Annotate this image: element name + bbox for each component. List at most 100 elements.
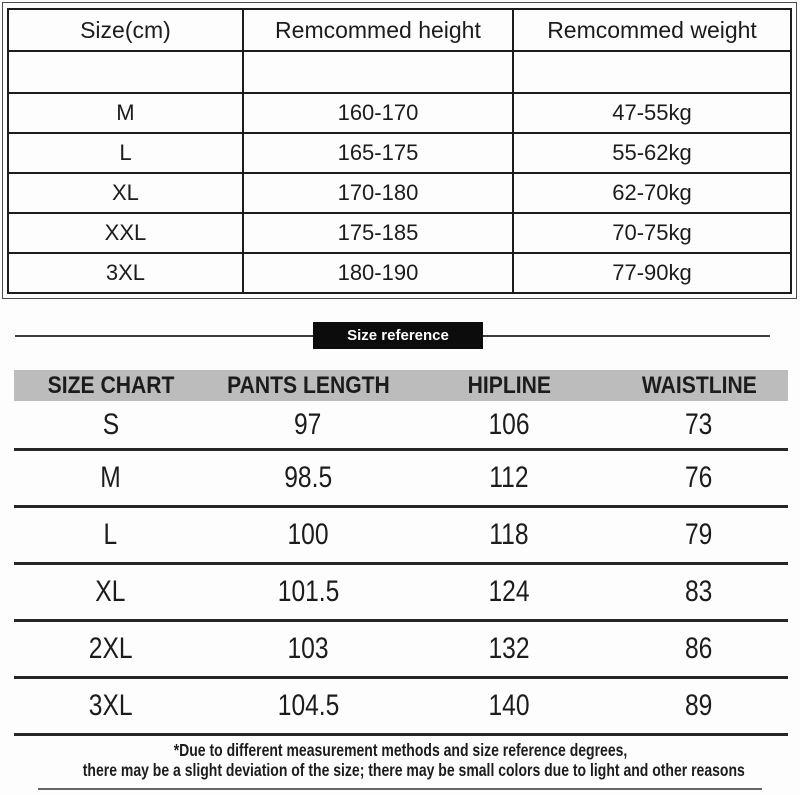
table-row: M 160-170 47-55kg [7, 92, 792, 134]
bottom-divider [38, 788, 762, 790]
disclaimer: *Due to different measurement methods an… [0, 741, 800, 790]
cell-value: 124 [488, 575, 530, 608]
cell-value: 140 [488, 689, 530, 722]
cell-value: 132 [488, 632, 530, 665]
size-value: S [14, 408, 208, 442]
table-row: XL 170-180 62-70kg [7, 172, 792, 214]
pants-length-value: 98.5 [208, 461, 409, 495]
weight-cell: 47-55kg [512, 92, 792, 134]
pants-length-value: 97 [208, 408, 409, 442]
waistline-value: 76 [610, 461, 788, 495]
size-cell: XXL [7, 212, 244, 254]
hipline-value: 112 [409, 461, 610, 495]
weight-cell: 55-62kg [512, 132, 792, 174]
size-value: L [14, 518, 208, 552]
height-cell: 180-190 [241, 252, 515, 294]
cell-value: 101.5 [277, 575, 339, 608]
hipline-value: 124 [409, 575, 610, 609]
disclaimer-line-2: there may be a slight deviation of the s… [0, 761, 800, 781]
table-row [7, 50, 792, 94]
table-row: S 97 106 73 [14, 401, 788, 451]
measurement-table: SIZE CHART PANTS LENGTH HIPLINE WAISTLIN… [14, 370, 788, 736]
cell-value: 106 [488, 407, 530, 441]
table-row: XL 101.5 124 83 [14, 565, 788, 622]
size-value: 3XL [14, 689, 208, 723]
waistline-value: 73 [610, 408, 788, 442]
pants-length-value: 101.5 [208, 575, 409, 609]
cell-value: 103 [287, 632, 329, 665]
cell-value: 89 [685, 689, 713, 722]
cell-value: 76 [685, 461, 713, 494]
cell-value: 97 [294, 407, 322, 441]
cell-value: 86 [685, 632, 713, 665]
column-header-label: SIZE CHART [47, 371, 175, 399]
cell-value: 112 [489, 461, 529, 494]
table-row: 3XL 180-190 77-90kg [7, 252, 792, 294]
cell-value: 118 [489, 518, 529, 551]
waistline-value: 89 [610, 689, 788, 723]
size-chart-column-header: SIZE CHART [14, 372, 208, 400]
cell-value: M [100, 461, 122, 494]
weight-cell: 70-75kg [512, 212, 792, 254]
height-cell [241, 50, 515, 94]
waistline-value: 79 [610, 518, 788, 552]
column-header-label: HIPLINE [467, 371, 552, 399]
cell-value: L [103, 518, 118, 551]
cell-value: 83 [685, 575, 713, 608]
size-value: XL [14, 575, 208, 609]
size-reference-badge: Size reference [313, 322, 483, 349]
hipline-value: 140 [409, 689, 610, 723]
table-row: M 98.5 112 76 [14, 451, 788, 508]
size-value: 2XL [14, 632, 208, 666]
weight-cell: 62-70kg [512, 172, 792, 214]
disclaimer-line-1: *Due to different measurement methods an… [0, 741, 800, 761]
cell-value: 100 [287, 518, 329, 551]
waistline-value: 83 [610, 575, 788, 609]
pants-length-value: 100 [208, 518, 409, 552]
hipline-value: 118 [409, 518, 610, 552]
weight-cell: 77-90kg [512, 252, 792, 294]
size-reference-label: Size reference [347, 327, 449, 344]
size-column-header: Size(cm) [7, 8, 244, 52]
pants-length-value: 104.5 [208, 689, 409, 723]
size-value: M [14, 461, 208, 495]
table-row: XXL 175-185 70-75kg [7, 212, 792, 254]
hipline-column-header: HIPLINE [409, 372, 610, 400]
size-cell: XL [7, 172, 244, 214]
cell-value: 73 [685, 407, 713, 441]
size-table: Size(cm) Remcommed height Remcommed weig… [7, 8, 792, 294]
measurement-header-row: SIZE CHART PANTS LENGTH HIPLINE WAISTLIN… [14, 370, 788, 401]
size-cell: L [7, 132, 244, 174]
table-row: 2XL 103 132 86 [14, 622, 788, 679]
weight-cell [512, 50, 792, 94]
disclaimer-text: *Due to different measurement methods an… [173, 740, 627, 760]
column-header-label: WAISTLINE [641, 371, 757, 399]
hipline-value: 132 [409, 632, 610, 666]
size-reference-banner-row: Size reference [0, 322, 800, 349]
cell-value: 104.5 [277, 689, 339, 722]
height-column-header: Remcommed height [241, 8, 515, 52]
disclaimer-text: there may be a slight deviation of the s… [82, 760, 745, 780]
table-row: L 165-175 55-62kg [7, 132, 792, 174]
pants-length-column-header: PANTS LENGTH [208, 372, 409, 400]
height-cell: 165-175 [241, 132, 515, 174]
hipline-value: 106 [409, 408, 610, 442]
size-table-header-row: Size(cm) Remcommed height Remcommed weig… [7, 8, 792, 52]
weight-column-header: Remcommed weight [512, 8, 792, 52]
cell-value: XL [95, 575, 126, 608]
column-header-label: PANTS LENGTH [226, 371, 390, 399]
pants-length-value: 103 [208, 632, 409, 666]
waistline-column-header: WAISTLINE [610, 372, 788, 400]
table-row: 3XL 104.5 140 89 [14, 679, 788, 736]
cell-value: 3XL [88, 689, 133, 722]
size-cell: M [7, 92, 244, 134]
size-table-frame: Size(cm) Remcommed height Remcommed weig… [2, 2, 797, 299]
size-cell: 3XL [7, 252, 244, 294]
height-cell: 160-170 [241, 92, 515, 134]
size-cell [7, 50, 244, 94]
waistline-value: 86 [610, 632, 788, 666]
height-cell: 175-185 [241, 212, 515, 254]
cell-value: S [102, 407, 119, 441]
cell-value: 2XL [88, 632, 133, 665]
